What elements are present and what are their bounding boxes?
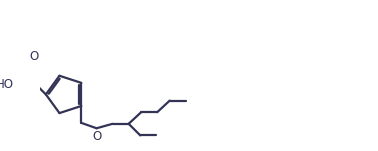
Text: HO: HO [0,78,14,91]
Text: O: O [29,50,38,63]
Text: O: O [92,130,102,143]
